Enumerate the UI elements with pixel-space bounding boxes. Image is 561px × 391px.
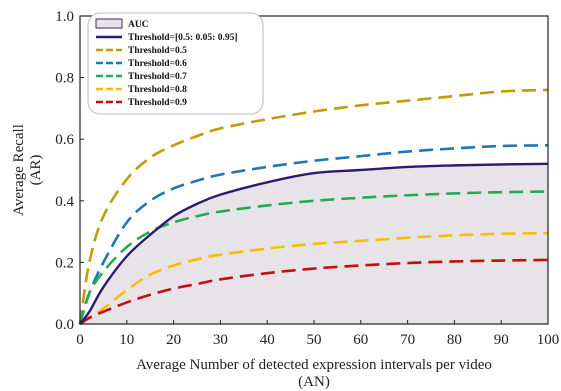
legend-items: AUC Threshold=[0.5: 0.05: 0.95] Threshold=… <box>95 18 237 108</box>
legend-label-threshold-0-8: Threshold=0.8 <box>128 85 187 95</box>
x-tick-label: 10 <box>119 332 134 348</box>
y-axis-label-line2: (AR) <box>28 155 44 186</box>
x-axis-label-line1: Average Number of detected expression in… <box>136 357 492 373</box>
series-line-threshold-0-6 <box>78 144 549 325</box>
series-line-threshold-0-7 <box>78 190 549 325</box>
x-tick-label: 30 <box>213 332 228 348</box>
x-tick-label: 100 <box>537 332 560 348</box>
legend-label-threshold-0-7: Threshold=0.7 <box>128 72 187 82</box>
tick-layer: 0 10 20 30 40 50 60 70 80 90 100 0.0 0.2 0.4 0.6 0.8 1.0 <box>55 9 559 348</box>
x-tick-label: 50 <box>307 332 322 348</box>
y-tick-label: 0.0 <box>55 317 74 333</box>
y-axis-label-line1: Average Recall <box>11 124 27 216</box>
legend-label-threshold-0-5-0-05-0-95: Threshold=[0.5: 0.05: 0.95] <box>128 33 237 43</box>
y-tick-label: 0.4 <box>55 194 74 210</box>
x-tick-label: 0 <box>76 332 84 348</box>
series-line-threshold-0-9 <box>79 258 549 326</box>
series-line-threshold-0-5 <box>78 88 549 325</box>
y-tick-label: 0.6 <box>55 132 74 148</box>
x-tick-label: 70 <box>400 332 415 348</box>
series-line-threshold-0-8 <box>79 231 549 326</box>
legend-swatch-auc <box>95 18 123 29</box>
x-tick-label: 40 <box>260 332 275 348</box>
x-tick-label: 90 <box>494 332 509 348</box>
legend-box <box>87 12 264 115</box>
legend-label-auc: AUC <box>128 20 149 30</box>
series-layer <box>78 88 549 326</box>
y-tick-label: 0.2 <box>55 255 74 271</box>
x-tick-label: 80 <box>447 332 462 348</box>
legend-label-threshold-0-6: Threshold=0.6 <box>128 59 187 69</box>
x-axis-label-line2: (AN) <box>298 374 330 390</box>
legend: AUC Threshold=[0.5: 0.05: 0.95] Threshold=… <box>87 12 264 115</box>
y-tick-label: 1.0 <box>55 9 74 25</box>
series-line-threshold-0-5-0-05-0-95 <box>79 162 549 325</box>
x-tick-label: 20 <box>166 332 181 348</box>
legend-label-threshold-0-5: Threshold=0.5 <box>128 46 187 56</box>
x-tick-label: 60 <box>353 332 368 348</box>
legend-label-threshold-0-9: Threshold=0.9 <box>128 98 187 108</box>
y-tick-label: 0.8 <box>55 71 74 87</box>
